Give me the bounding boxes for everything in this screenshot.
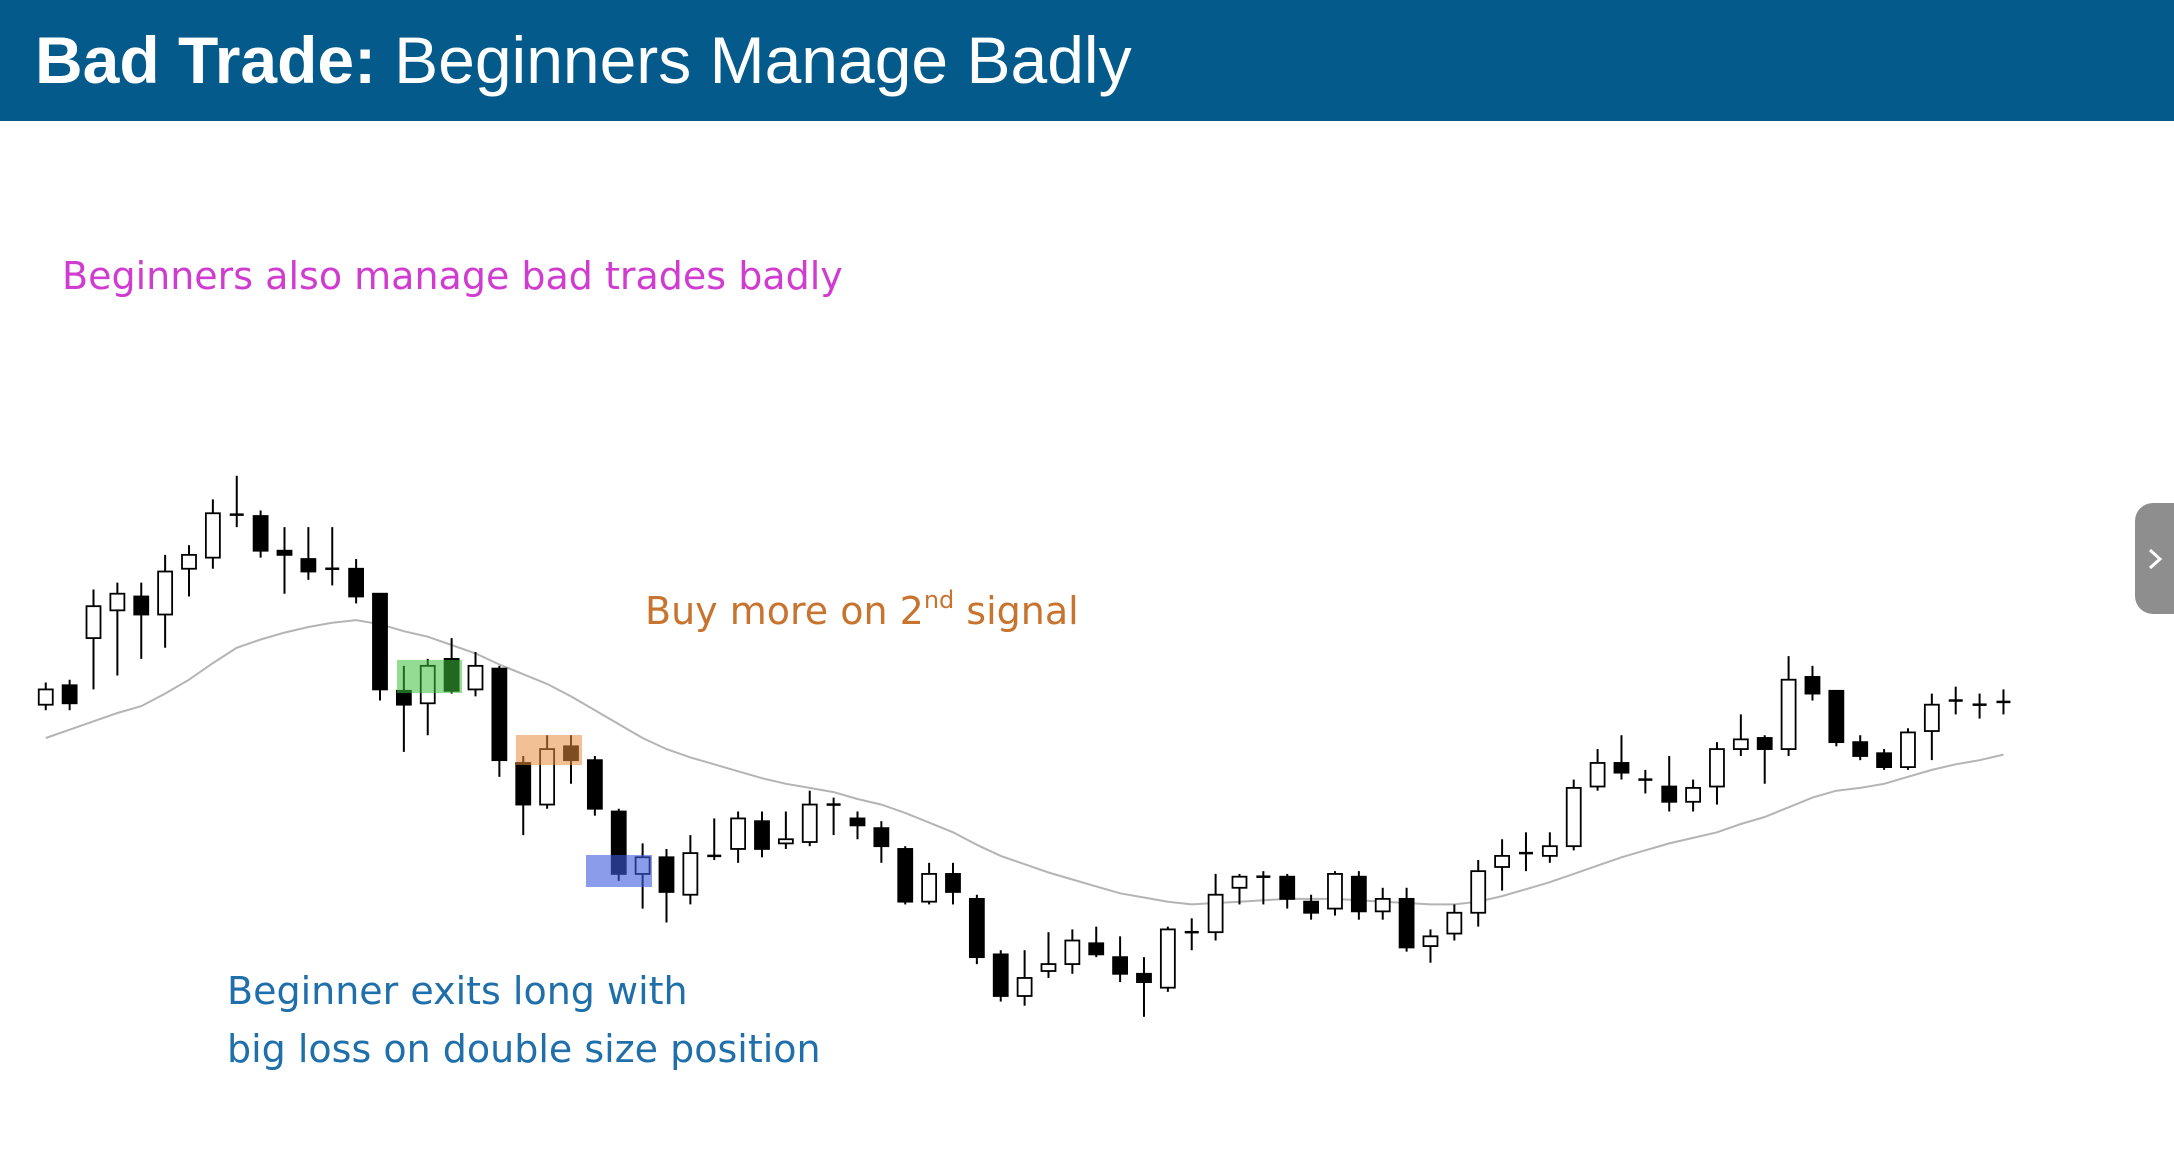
candle-body (1159, 928, 1176, 989)
candle-body (1613, 762, 1630, 774)
candle-body (1207, 893, 1224, 934)
candle-body (1685, 787, 1701, 803)
candle-body (730, 817, 747, 850)
candles (37, 475, 2011, 1017)
candle-body (1541, 845, 1558, 857)
candle-body (1112, 956, 1129, 975)
candle-body (586, 759, 603, 810)
title-bold: Bad Trade: (35, 23, 377, 97)
intro-note: Beginners also manage bad trades badly (62, 254, 843, 298)
candle-body (1374, 897, 1391, 913)
candle-body (300, 558, 317, 573)
candle-body (849, 817, 866, 827)
exit-note: Beginner exits long with big loss on doub… (227, 962, 821, 1078)
candle-body (491, 667, 508, 762)
candle-body (133, 595, 150, 616)
candle-body (1923, 703, 1940, 732)
note-text: signal (966, 589, 1079, 633)
chevron-icon (2148, 548, 2163, 570)
chevron (2148, 548, 2163, 570)
candle-body (945, 873, 961, 893)
candle-body (252, 515, 269, 552)
candle-body (109, 592, 126, 612)
note-text: Buy more on 2 (645, 589, 924, 633)
candle-body (157, 570, 174, 616)
candle-body (1446, 911, 1463, 935)
candle-body (1470, 870, 1487, 914)
candle-body (515, 762, 532, 806)
highlights (397, 660, 652, 887)
candle-body (754, 820, 770, 850)
moving-average (45, 619, 2004, 906)
candle-body (1828, 689, 1845, 744)
next-slide-button[interactable] (2135, 503, 2174, 614)
candle-body (1900, 731, 1916, 769)
candle-body (204, 512, 221, 559)
candle-body (1231, 875, 1248, 889)
candle-body (1350, 875, 1367, 913)
exit-highlight (586, 855, 652, 887)
candle-body (467, 664, 484, 691)
candle-body (1422, 935, 1439, 947)
candle-body (1661, 785, 1678, 803)
candle-body (1016, 977, 1033, 997)
header-bar: Bad Trade: Beginners Manage Badly (0, 0, 2174, 121)
candle-body (777, 838, 794, 845)
candle-body (37, 688, 54, 706)
candle-body (1327, 873, 1343, 910)
candle-body (1756, 737, 1773, 750)
candle-body (1565, 787, 1582, 848)
note-line: big loss on double size position (227, 1027, 821, 1071)
candle-body (658, 856, 675, 893)
candle-body (992, 953, 1009, 997)
candle-body (276, 549, 293, 556)
candle-body (682, 852, 699, 896)
candle-body (1136, 972, 1152, 984)
candle-body (1303, 900, 1320, 914)
candle-body (1876, 752, 1892, 769)
candle-body (801, 803, 818, 843)
candle-body (921, 873, 938, 903)
slide-title: Bad Trade: Beginners Manage Badly (35, 20, 1132, 100)
buy-more-note: Buy more on 2nd signal (645, 586, 1079, 633)
candle-body (1732, 738, 1749, 750)
candle-body (372, 592, 388, 691)
candle-body (181, 553, 197, 570)
candle-body (85, 605, 102, 639)
candle-body (1709, 748, 1725, 788)
candle-body (1398, 897, 1415, 949)
note-line: Beginner exits long with (227, 969, 688, 1013)
candle-body (1804, 676, 1821, 695)
candle-body (1279, 875, 1296, 900)
moving-average-layer (45, 619, 2004, 906)
candle-body (1064, 939, 1081, 965)
entry-highlight (397, 660, 462, 693)
candle-body (1780, 678, 1797, 750)
candle-body (348, 567, 365, 598)
note-superscript: nd (923, 586, 955, 614)
candle-body (968, 897, 985, 959)
title-text: Beginners Manage Badly (394, 23, 1132, 97)
add-highlight (516, 735, 582, 765)
candle-body (1040, 963, 1057, 972)
candle-body (1589, 762, 1606, 788)
candle-body (873, 827, 890, 848)
candle-body (1494, 854, 1510, 868)
candle-body (897, 848, 914, 903)
candle-body (1852, 741, 1869, 757)
candle-body (61, 684, 78, 705)
candle-body (1088, 942, 1105, 956)
